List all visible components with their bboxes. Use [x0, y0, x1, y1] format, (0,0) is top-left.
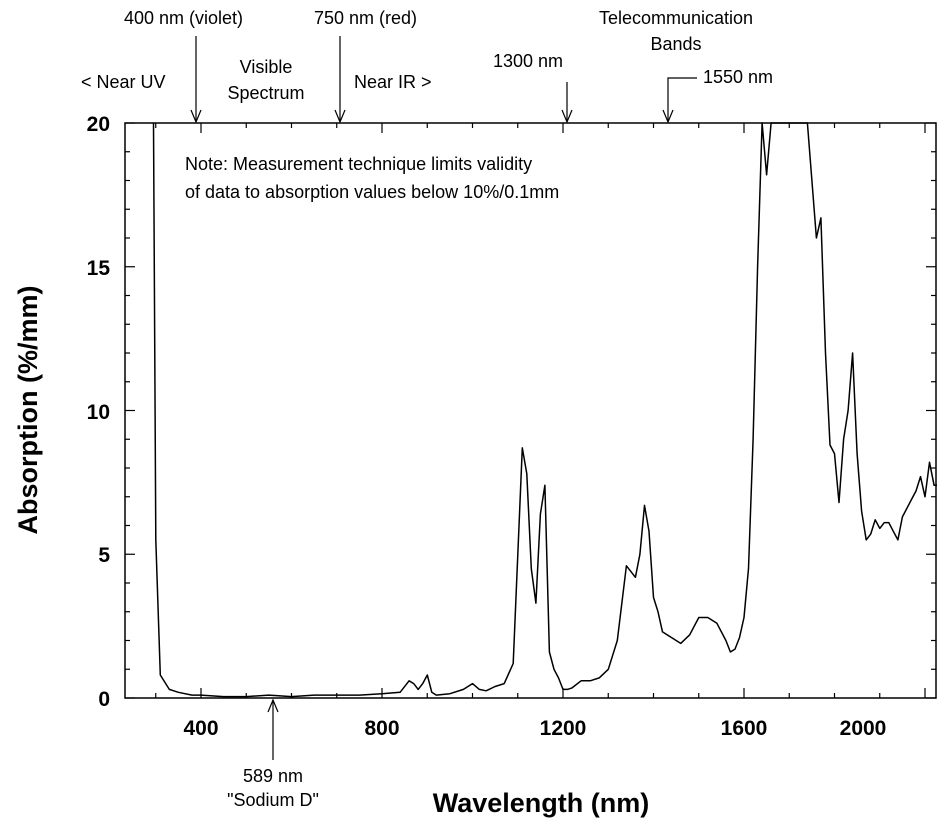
x-axis-title: Wavelength (nm) — [433, 788, 650, 818]
label-near-ir: Near IR > — [354, 72, 432, 92]
arrow-589nm-head — [267, 698, 279, 713]
annotation-589nm: 589 nm — [243, 766, 303, 786]
note-line-1: Note: Measurement technique limits valid… — [185, 154, 532, 174]
label-near-uv: < Near UV — [81, 72, 166, 92]
annotation-arrows — [190, 36, 697, 760]
y-tick-label: 5 — [98, 544, 110, 567]
y-tick-label: 20 — [87, 113, 110, 136]
y-tick-labels: 0 5 10 15 20 — [87, 113, 111, 711]
x-tick-label: 800 — [364, 717, 399, 740]
x-tick-label: 1200 — [540, 717, 587, 740]
absorption-series-line — [152, 122, 937, 698]
arrow-1550nm-head — [662, 109, 674, 124]
y-tick-label: 0 — [98, 688, 110, 711]
arrow-750nm-head — [334, 109, 346, 124]
annotation-1300nm: 1300 nm — [493, 51, 563, 71]
x-tick-label: 400 — [183, 717, 218, 740]
label-visible-2: Spectrum — [227, 83, 304, 103]
arrow-1550nm-line — [667, 77, 697, 122]
y-axis-title: Absorption (%/mm) — [13, 286, 43, 535]
annotation-400nm: 400 nm (violet) — [124, 8, 243, 28]
annotation-sodium-d: "Sodium D" — [227, 790, 319, 810]
x-tick-label: 2000 — [840, 717, 887, 740]
arrow-400nm-head — [190, 109, 202, 124]
label-visible-1: Visible — [240, 57, 293, 77]
label-telecom-2: Bands — [650, 34, 701, 54]
note-line-2: of data to absorption values below 10%/0… — [185, 182, 559, 202]
axis-ticks — [125, 122, 936, 699]
arrow-1300nm-head — [561, 109, 573, 124]
label-telecom-1: Telecommunication — [599, 8, 753, 28]
y-tick-label: 10 — [87, 401, 110, 424]
x-tick-labels: 400 800 1200 1600 2000 — [183, 717, 886, 740]
annotation-1550nm: 1550 nm — [703, 67, 773, 87]
y-tick-label: 15 — [87, 257, 111, 280]
annotation-750nm: 750 nm (red) — [314, 8, 417, 28]
x-tick-label: 1600 — [721, 717, 768, 740]
